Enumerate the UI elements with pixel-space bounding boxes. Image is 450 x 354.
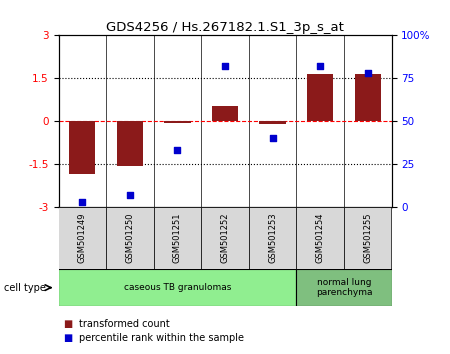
Bar	[355, 74, 381, 121]
Bar	[58, 207, 106, 269]
Point	[174, 148, 181, 153]
Point	[269, 136, 276, 141]
Point	[364, 70, 371, 76]
Text: GSM501250: GSM501250	[126, 213, 135, 263]
Bar	[117, 121, 143, 166]
Bar	[106, 207, 153, 269]
Text: ■: ■	[63, 319, 72, 329]
Bar	[69, 121, 95, 174]
Bar	[297, 269, 392, 306]
Text: GSM501253: GSM501253	[268, 213, 277, 263]
Bar	[212, 105, 238, 121]
Bar	[297, 207, 344, 269]
Text: GSM501249: GSM501249	[78, 213, 87, 263]
Bar	[344, 207, 392, 269]
Text: GSM501254: GSM501254	[315, 213, 324, 263]
Bar	[164, 121, 190, 123]
Point	[221, 63, 229, 69]
Text: normal lung
parenchyma: normal lung parenchyma	[316, 278, 372, 297]
Text: ■: ■	[63, 333, 72, 343]
Title: GDS4256 / Hs.267182.1.S1_3p_s_at: GDS4256 / Hs.267182.1.S1_3p_s_at	[106, 21, 344, 34]
Point	[126, 192, 134, 198]
Point	[79, 199, 86, 205]
Text: cell type: cell type	[4, 282, 46, 293]
Text: transformed count: transformed count	[79, 319, 170, 329]
Text: GSM501255: GSM501255	[363, 213, 372, 263]
Bar	[201, 207, 249, 269]
Text: GSM501252: GSM501252	[220, 213, 230, 263]
Bar	[260, 121, 286, 124]
Bar	[249, 207, 297, 269]
Text: GSM501251: GSM501251	[173, 213, 182, 263]
Point	[316, 63, 324, 69]
Bar	[58, 269, 297, 306]
Bar	[307, 74, 333, 121]
Text: percentile rank within the sample: percentile rank within the sample	[79, 333, 244, 343]
Bar	[153, 207, 201, 269]
Text: caseous TB granulomas: caseous TB granulomas	[124, 283, 231, 292]
